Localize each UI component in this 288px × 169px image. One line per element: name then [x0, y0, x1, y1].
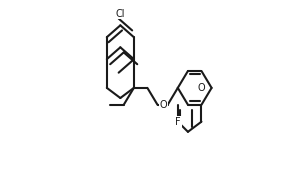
Text: O: O: [160, 100, 167, 110]
Text: Cl: Cl: [115, 8, 125, 19]
Text: O: O: [198, 83, 205, 93]
Text: F: F: [175, 117, 181, 127]
